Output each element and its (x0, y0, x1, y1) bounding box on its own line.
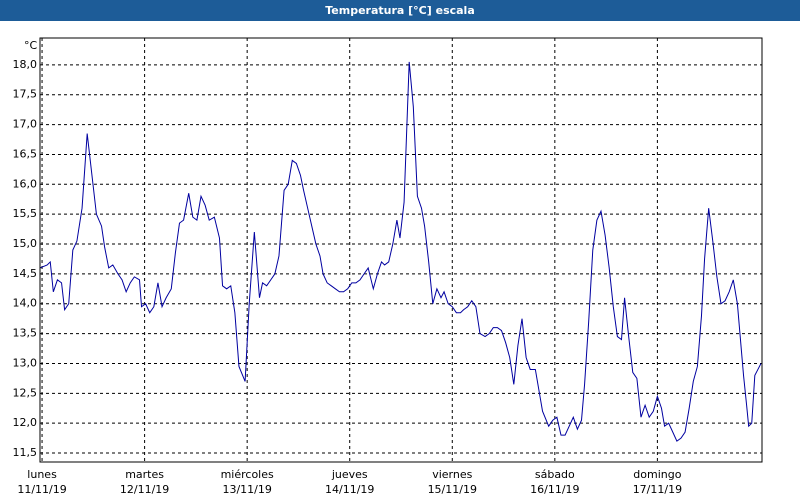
x-tick-date: 17/11/19 (633, 483, 682, 496)
x-tick-date: 11/11/19 (17, 483, 66, 496)
x-tick-date: 14/11/19 (325, 483, 374, 496)
y-tick-label: 16,0 (13, 177, 38, 190)
y-tick-label: 12,5 (13, 386, 38, 399)
y-tick-label: 16,5 (13, 147, 38, 160)
x-tick-label: domingo (633, 468, 681, 481)
y-tick-label: 13,5 (13, 327, 38, 340)
y-tick-label: 13,0 (13, 356, 38, 369)
y-tick-label: 15,0 (13, 237, 38, 250)
x-tick-date: 15/11/19 (428, 483, 477, 496)
x-tick-date: 16/11/19 (530, 483, 579, 496)
unit-label: °C (24, 39, 38, 52)
plot: 11,5 12,0 12,5 13,0 13,5 14,0 14,5 15,0 15,5 16,0… (13, 38, 762, 496)
temperature-line (39, 61, 762, 442)
x-tick-label: jueves (331, 468, 368, 481)
y-tick-label: 11,5 (13, 446, 38, 459)
x-tick-label: lunes (27, 468, 57, 481)
x-tick-label: viernes (432, 468, 472, 481)
x-tick-label: martes (125, 468, 164, 481)
y-tick-label: 15,5 (13, 207, 38, 220)
y-tick-label: 17,5 (13, 88, 38, 101)
x-tick-date: 12/11/19 (120, 483, 169, 496)
y-tick-label: 18,0 (13, 58, 38, 71)
title-bar (0, 0, 800, 21)
window-title: Temperatura [°C] escala (325, 4, 475, 17)
y-tick-label: 14,5 (13, 267, 38, 280)
x-tick-label: sábado (535, 468, 575, 481)
x-tick-label: miércoles (221, 468, 274, 481)
y-tick-label: 17,0 (13, 118, 38, 131)
y-tick-label: 12,0 (13, 416, 38, 429)
x-tick-date: 13/11/19 (222, 483, 271, 496)
y-tick-label: 14,0 (13, 297, 38, 310)
plot-frame (39, 37, 763, 463)
